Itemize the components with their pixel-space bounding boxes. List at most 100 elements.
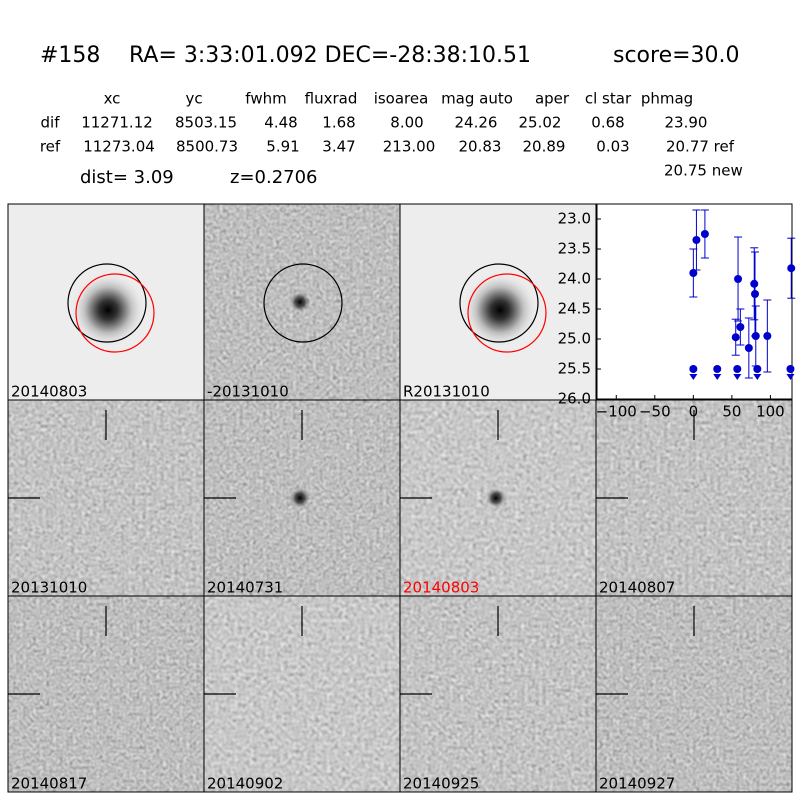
table-cell: 11273.04 bbox=[83, 138, 155, 156]
panel-label: -20131010 bbox=[207, 383, 289, 401]
aperture-red bbox=[75, 273, 155, 353]
plot-marks bbox=[689, 209, 796, 380]
table-cell: 23.90 bbox=[665, 114, 708, 132]
panel-label: 20140817 bbox=[11, 775, 87, 793]
panels: 20140803 -20131010 R20131010 20131010 201407… bbox=[7, 203, 793, 793]
column-header: fwhm bbox=[245, 90, 286, 108]
y-tick-label: 24.5 bbox=[558, 300, 591, 318]
panel-frame bbox=[595, 595, 793, 793]
panel-label: R20131010 bbox=[403, 383, 490, 401]
image-panel: 20140807 bbox=[595, 399, 793, 597]
detection bbox=[787, 264, 796, 273]
residual bbox=[486, 488, 506, 508]
column-header: xc bbox=[104, 90, 121, 108]
image-panel: 20140927 bbox=[595, 595, 793, 793]
table-cell: 0.03 bbox=[596, 138, 629, 156]
redshift: z=0.2706 bbox=[230, 167, 318, 188]
y-tick-label: 23.5 bbox=[558, 240, 591, 258]
table-cell: 1.68 bbox=[322, 114, 355, 132]
upper-limit bbox=[713, 365, 722, 373]
aperture-red bbox=[467, 273, 547, 353]
table-cell: 20.83 bbox=[459, 138, 502, 156]
object-id: #158 bbox=[40, 43, 100, 68]
table-cell: 25.02 bbox=[519, 114, 562, 132]
detection bbox=[763, 332, 772, 340]
upper-limit bbox=[786, 365, 795, 373]
panel-label: 20131010 bbox=[11, 579, 87, 597]
image-panel: -20131010 bbox=[203, 203, 401, 401]
table-cell: 8503.15 bbox=[175, 114, 237, 132]
detection bbox=[751, 332, 760, 340]
detection bbox=[750, 279, 759, 288]
column-header: isoarea bbox=[374, 90, 429, 108]
y-tick-label: 24.0 bbox=[558, 270, 591, 288]
detection bbox=[734, 275, 743, 283]
panel-label: 20140927 bbox=[599, 775, 675, 793]
x-tick-label: 0 bbox=[689, 403, 699, 421]
image-panel: 20131010 bbox=[7, 399, 205, 597]
row-label: dif bbox=[41, 114, 61, 132]
y-tick-label: 26.0 bbox=[558, 390, 591, 408]
table-cell: 8500.73 bbox=[176, 138, 238, 156]
image-panel: 20140803 bbox=[399, 399, 597, 597]
detection bbox=[700, 230, 709, 238]
residual bbox=[290, 488, 310, 508]
x-tick-label: −100 bbox=[596, 403, 637, 421]
panel-label: 20140925 bbox=[403, 775, 479, 793]
coordinates: RA= 3:33:01.092 DEC=-28:38:10.51 bbox=[129, 43, 531, 68]
column-header: yc bbox=[185, 90, 202, 108]
aperture-black bbox=[263, 263, 343, 343]
limit-arrow bbox=[689, 374, 698, 380]
light-curve: 23.0 23.5 24.0 24.5 25.0 25.5 26.0 −100 −50 0 50 10… bbox=[558, 203, 796, 421]
image-panel: 20140731 bbox=[203, 399, 401, 597]
y-tick-label: 25.5 bbox=[558, 360, 591, 378]
table-cell: 20.89 bbox=[523, 138, 566, 156]
table-cell: 3.47 bbox=[322, 138, 355, 156]
x-tick-label: −50 bbox=[639, 403, 671, 421]
upper-limit bbox=[689, 365, 698, 373]
limit-arrow bbox=[786, 374, 795, 380]
detection bbox=[731, 333, 740, 342]
column-header: cl star bbox=[585, 90, 632, 108]
aperture-black bbox=[67, 263, 147, 343]
score: score=30.0 bbox=[613, 43, 740, 68]
image-panel: R20131010 bbox=[399, 203, 597, 401]
detection bbox=[736, 323, 745, 331]
image-panel: 20140925 bbox=[399, 595, 597, 793]
image-panel: 20140902 bbox=[203, 595, 401, 793]
upper-limit bbox=[733, 365, 742, 373]
column-header: phmag bbox=[641, 90, 693, 108]
table-cell: 0.68 bbox=[591, 114, 624, 132]
source bbox=[462, 272, 538, 348]
table-cell: 4.48 bbox=[264, 114, 297, 132]
panel-label: 20140803 bbox=[403, 579, 479, 597]
column-header: mag auto bbox=[441, 90, 513, 108]
limit-arrow bbox=[733, 374, 742, 380]
phmag-new: 20.75 new bbox=[664, 162, 743, 180]
detection bbox=[689, 269, 698, 277]
column-header: fluxrad bbox=[305, 90, 358, 108]
image-panel: 20140817 bbox=[7, 595, 205, 793]
panel-label: 20140731 bbox=[207, 579, 283, 597]
table-cell: 20.77 ref bbox=[666, 138, 735, 156]
aperture-black bbox=[459, 263, 539, 343]
source bbox=[70, 272, 146, 348]
table-cell: 5.91 bbox=[266, 138, 299, 156]
detection bbox=[744, 344, 753, 352]
x-tick-label: 100 bbox=[756, 403, 785, 421]
limit-arrow bbox=[753, 374, 762, 380]
column-header: aper bbox=[535, 90, 570, 108]
residual bbox=[290, 292, 310, 312]
table-cell: 8.00 bbox=[390, 114, 423, 132]
detection bbox=[692, 236, 701, 244]
detection bbox=[751, 290, 760, 298]
row-label: ref bbox=[40, 138, 61, 156]
table-cell: 213.00 bbox=[383, 138, 436, 156]
x-tick-label: 50 bbox=[722, 403, 741, 421]
table-cell: 11271.12 bbox=[81, 114, 153, 132]
limit-arrow bbox=[713, 374, 722, 380]
panel-label: 20140803 bbox=[11, 383, 87, 401]
y-tick-label: 25.0 bbox=[558, 330, 591, 348]
image-panel: 20140803 bbox=[7, 203, 205, 401]
